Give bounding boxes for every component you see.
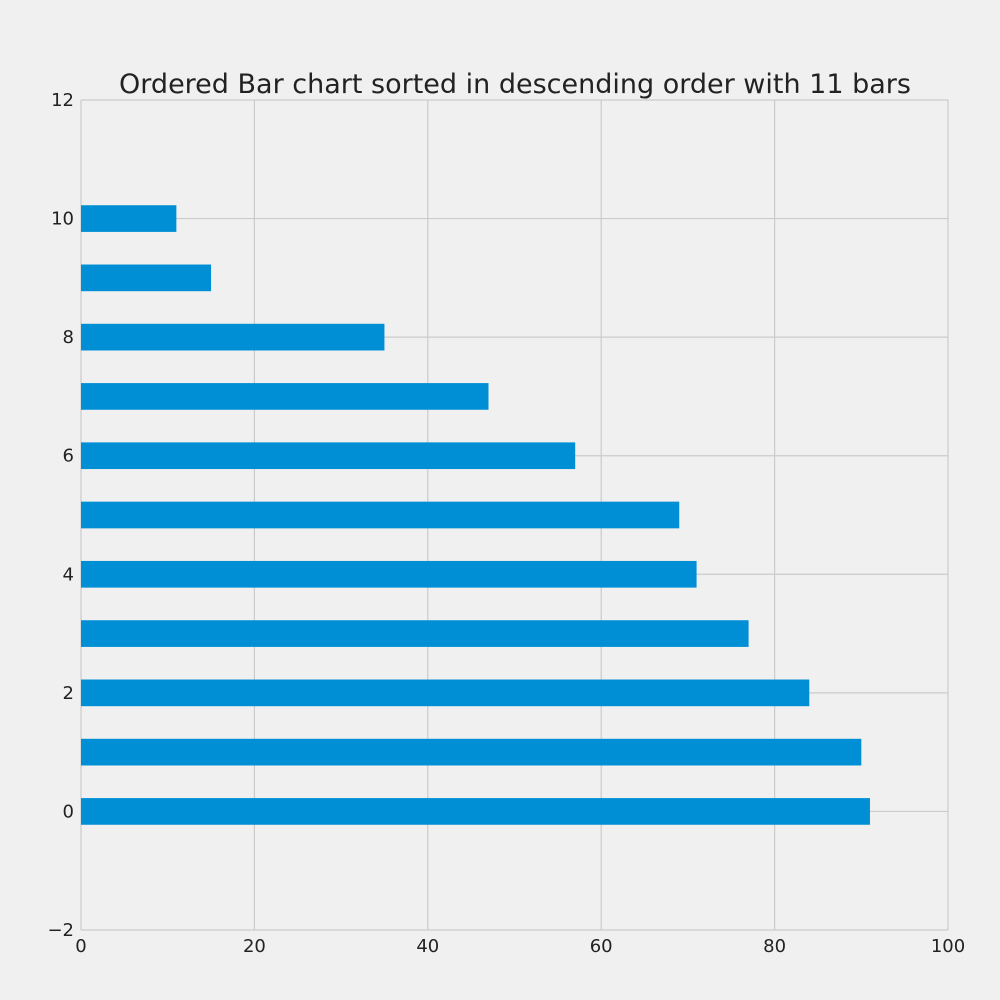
y-tick-label: −2 bbox=[47, 920, 74, 941]
bar-9 bbox=[81, 264, 212, 292]
y-tick-label: 4 bbox=[63, 564, 74, 585]
bar-0 bbox=[81, 798, 870, 825]
x-tick-label: 60 bbox=[590, 936, 613, 957]
x-tick-label: 40 bbox=[416, 936, 439, 957]
bar-1 bbox=[81, 738, 862, 766]
y-tick-label: 12 bbox=[51, 90, 74, 111]
y-tick-label: 6 bbox=[63, 446, 74, 467]
bar-10 bbox=[81, 205, 177, 232]
x-axis-ticks: 0 20 40 60 80 100 bbox=[75, 936, 965, 957]
bar-7 bbox=[81, 383, 489, 410]
bar-5 bbox=[81, 501, 680, 529]
y-tick-label: 10 bbox=[51, 209, 74, 230]
y-axis-ticks: −2 0 2 4 6 8 10 12 bbox=[47, 90, 74, 941]
y-tick-label: 2 bbox=[63, 683, 74, 704]
bar-4 bbox=[81, 560, 697, 588]
bar-6 bbox=[81, 442, 576, 470]
bar-3 bbox=[81, 620, 749, 647]
chart-title: Ordered Bar chart sorted in descending o… bbox=[119, 69, 911, 100]
x-tick-label: 20 bbox=[243, 936, 266, 957]
x-tick-label: 0 bbox=[75, 936, 86, 957]
x-tick-label: 80 bbox=[763, 936, 786, 957]
bar-2 bbox=[81, 679, 810, 707]
bar-8 bbox=[81, 323, 385, 351]
y-tick-label: 8 bbox=[63, 327, 74, 348]
x-tick-label: 100 bbox=[931, 936, 965, 957]
bars bbox=[81, 205, 870, 825]
y-tick-label: 0 bbox=[63, 801, 74, 822]
